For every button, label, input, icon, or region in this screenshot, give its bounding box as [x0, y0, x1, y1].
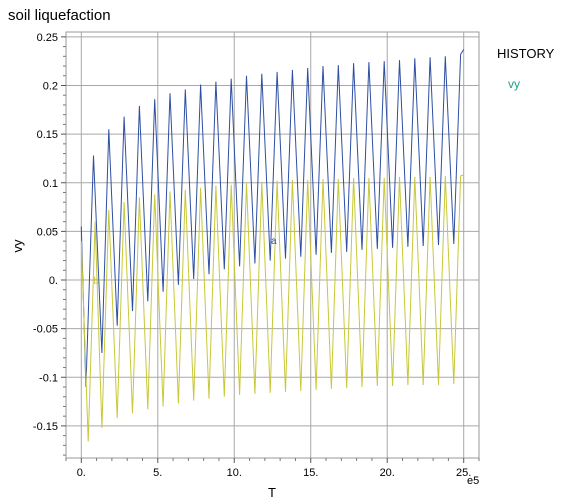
y-tick-label: 0. [49, 275, 58, 287]
x-tick-label: 15. [303, 467, 318, 479]
chart-title: soil liquefaction [8, 7, 111, 24]
y-tick-label: -0.05 [33, 324, 58, 336]
annotation-label-1: b [94, 276, 100, 287]
x-tick-label: 10. [227, 467, 242, 479]
x-axis-label: T [268, 485, 276, 500]
legend-entry-vy: vy [508, 77, 520, 91]
series-line-0 [80, 49, 465, 388]
y-tick-label: 0.25 [37, 32, 58, 44]
legend-title: HISTORY [497, 46, 555, 61]
ticks-group: 0. 5. 10. 15. 20. 25. 0.25 0.2 0.15 0.1 0.05 0. -0.0… [33, 32, 480, 479]
x-tick-label: 5. [153, 467, 162, 479]
x-tick-label: 0. [77, 467, 86, 479]
y-tick-label: 0.05 [37, 226, 58, 238]
annotations-group: ab [94, 236, 277, 287]
y-tick-label: 0.1 [43, 178, 58, 190]
x-multiplier-label: e5 [467, 475, 479, 487]
x-tick-label: 20. [380, 467, 395, 479]
y-tick-label: 0.2 [43, 80, 58, 92]
annotation-label-0: a [271, 236, 277, 247]
y-tick-label: 0.15 [37, 129, 58, 141]
y-tick-label: -0.1 [39, 372, 58, 384]
y-tick-label: -0.15 [33, 421, 58, 433]
plot-frame [65, 31, 480, 459]
x-tick-label: 25. [456, 467, 471, 479]
series-line-1 [80, 174, 464, 442]
y-axis-label: vy [10, 239, 25, 253]
series-group [80, 49, 465, 442]
